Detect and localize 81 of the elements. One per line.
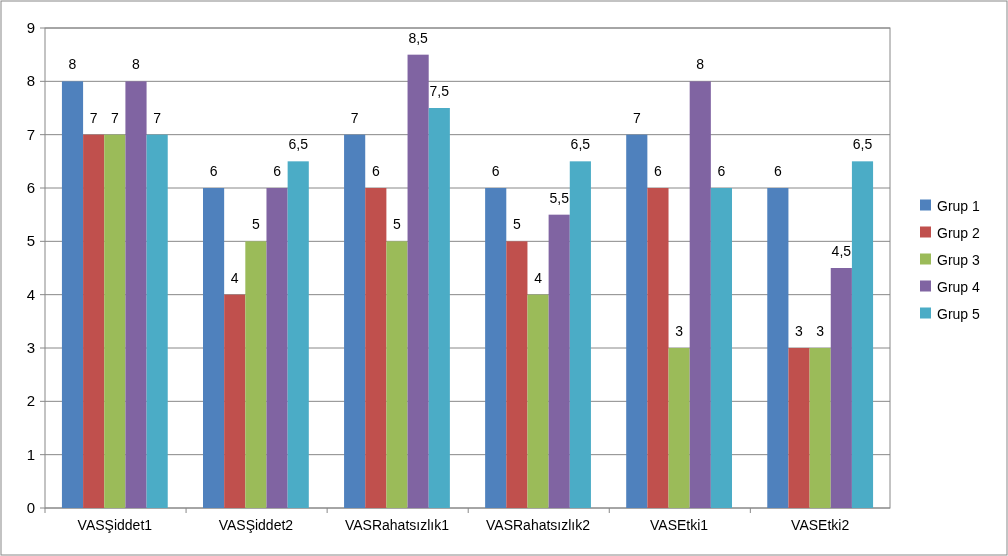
bar [428,108,450,508]
y-tick-label: 5 [26,232,35,250]
bar [365,188,387,508]
bar [668,348,690,508]
bar [506,241,528,508]
bar [344,134,366,508]
data-label: 7 [153,109,162,126]
data-label: 5 [512,216,521,233]
bar [527,294,549,508]
x-tick-label: VASŞiddet1 [77,517,153,533]
y-tick-label: 4 [26,285,35,303]
bar [830,268,852,508]
data-label: 3 [816,323,825,339]
bar [104,134,126,508]
bar [125,81,147,508]
data-label: 8 [132,56,141,73]
data-label: 8 [68,56,77,73]
bar [224,294,246,508]
bar [569,161,591,508]
bar [485,188,507,508]
data-label: 7 [632,109,641,126]
legend-label: Grup 2 [937,224,981,241]
data-label: 3 [675,323,684,339]
data-label: 6,5 [852,136,873,153]
data-label: 8 [696,56,705,73]
bar [245,241,267,508]
data-label: 7 [110,109,119,126]
bar [788,348,810,508]
y-tick-label: 8 [26,72,35,90]
data-label: 6 [273,163,282,179]
data-label: 6 [654,163,663,179]
data-label: 6,5 [288,136,309,153]
legend-label: Grup 1 [937,197,981,214]
data-label: 6 [209,163,218,179]
x-tick-label: VASŞiddet2 [218,517,294,533]
bar [287,161,309,508]
data-label: 6 [371,163,380,179]
y-tick-label: 7 [26,125,35,143]
data-label: 6 [717,163,726,179]
bar [647,188,669,508]
x-tick-label: VASRahatsızlık2 [486,517,591,533]
bar [851,161,874,508]
bar [548,214,570,508]
legend-label: Grup 5 [937,305,981,322]
x-tick-label: VASRahatsızlık1 [344,517,450,533]
bar [767,188,789,508]
legend-label: Grup 3 [937,251,981,268]
data-label: 4,5 [831,243,852,259]
y-tick-label: 6 [26,179,35,196]
data-label: 3 [795,323,804,339]
bar [689,81,711,508]
y-tick-label: 9 [26,19,35,36]
data-label: 6,5 [570,136,591,153]
bar [626,134,648,508]
x-tick-label: VASEtki2 [791,517,850,533]
data-label: 8,5 [408,29,429,46]
data-label: 5 [393,216,402,233]
x-tick-label: VASEtki1 [650,517,709,533]
y-tick-label: 0 [26,499,35,516]
data-label: 6 [491,163,500,179]
bar [809,348,831,508]
y-tick-label: 2 [26,392,35,410]
data-label: 7 [350,109,359,126]
bar [386,241,408,508]
y-tick-label: 3 [26,339,35,356]
bar [266,188,288,508]
data-label: 6 [773,163,782,179]
data-label: 7,5 [429,83,450,99]
bar [83,134,105,508]
data-label: 4 [230,269,239,286]
bar [407,54,429,508]
y-tick-label: 1 [26,445,35,463]
data-label: 5 [252,216,260,233]
data-label: 4 [534,269,543,286]
data-label: 5,5 [549,189,570,206]
data-label: 7 [89,109,98,126]
bar [146,134,168,508]
bar [61,81,84,508]
bar [203,188,225,508]
bar [710,188,732,508]
legend-label: Grup 4 [937,278,981,295]
